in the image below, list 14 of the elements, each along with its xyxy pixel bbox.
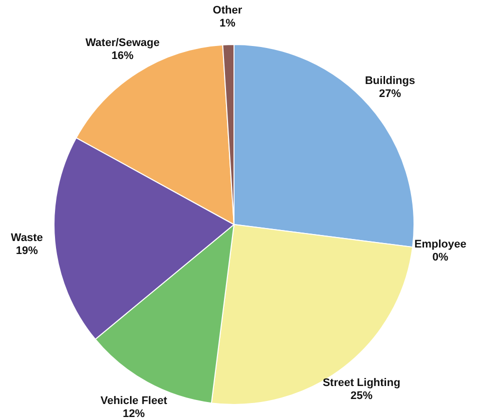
category-label: Employee (414, 238, 466, 251)
slice-label: Waste (10, 232, 43, 244)
data-label: 19% (16, 245, 38, 258)
slice-label: Street Lighting (322, 376, 400, 389)
data-label: 25% (350, 390, 373, 402)
data-label: 1% (220, 18, 236, 30)
slice-label: Vehicle Fleet (100, 394, 168, 407)
text: 0% (432, 252, 448, 264)
slice-label: Buildings (364, 74, 416, 87)
data-label: 27% (379, 88, 402, 100)
data-label: 16% (112, 50, 134, 62)
slice-label: Water/Sewage (85, 36, 160, 49)
slice-label: Other (212, 4, 243, 17)
data-label: 12% (122, 408, 146, 419)
